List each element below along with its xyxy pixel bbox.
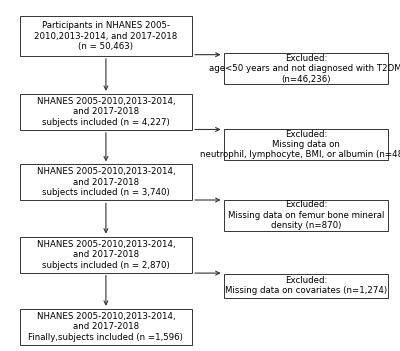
Text: Excluded:
age<50 years and not diagnosed with T2DM
(n=46,236): Excluded: age<50 years and not diagnosed…: [210, 54, 400, 84]
Text: NHANES 2005-2010,2013-2014,
and 2017-2018
Finally,subjects included (n =1,596): NHANES 2005-2010,2013-2014, and 2017-201…: [28, 312, 183, 342]
Text: Excluded:
Missing data on covariates (n=1,274): Excluded: Missing data on covariates (n=…: [225, 276, 387, 295]
Text: NHANES 2005-2010,2013-2014,
and 2017-2018
subjects included (n = 4,227): NHANES 2005-2010,2013-2014, and 2017-201…: [37, 97, 175, 127]
FancyBboxPatch shape: [20, 164, 192, 200]
Text: NHANES 2005-2010,2013-2014,
and 2017-2018
subjects included (n = 2,870): NHANES 2005-2010,2013-2014, and 2017-201…: [37, 240, 175, 270]
FancyBboxPatch shape: [224, 273, 388, 298]
FancyBboxPatch shape: [224, 129, 388, 160]
FancyBboxPatch shape: [20, 94, 192, 130]
FancyBboxPatch shape: [20, 237, 192, 273]
Text: Excluded:
Missing data on
neutrophil, lymphocyte, BMI, or albumin (n=487): Excluded: Missing data on neutrophil, ly…: [200, 130, 400, 159]
Text: Excluded:
Missing data on femur bone mineral
density (n=870): Excluded: Missing data on femur bone min…: [228, 200, 384, 230]
FancyBboxPatch shape: [224, 53, 388, 84]
FancyBboxPatch shape: [20, 16, 192, 56]
FancyBboxPatch shape: [224, 200, 388, 231]
Text: NHANES 2005-2010,2013-2014,
and 2017-2018
subjects included (n = 3,740): NHANES 2005-2010,2013-2014, and 2017-201…: [37, 167, 175, 197]
FancyBboxPatch shape: [20, 309, 192, 345]
Text: Participants in NHANES 2005-
2010,2013-2014, and 2017-2018
(n = 50,463): Participants in NHANES 2005- 2010,2013-2…: [34, 21, 178, 51]
